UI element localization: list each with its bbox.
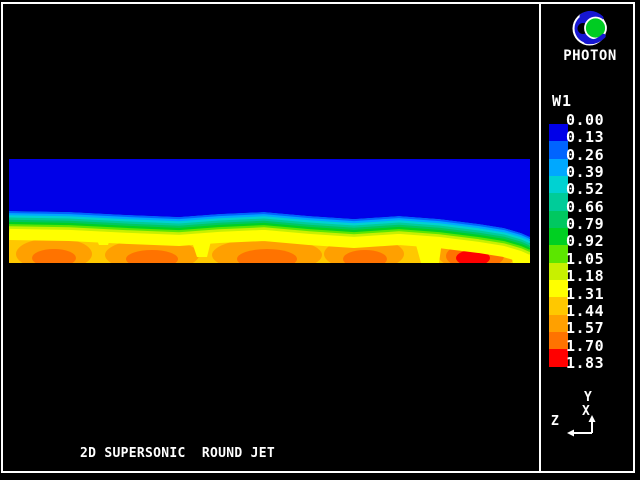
legend-swatch: [549, 280, 568, 298]
legend-value: 1.05: [566, 249, 605, 268]
photon-logo-icon: [572, 10, 610, 46]
legend-value: 1.57: [566, 319, 605, 338]
legend-swatch: [549, 314, 568, 333]
legend-swatch: [549, 141, 568, 159]
legend-swatch: [549, 124, 568, 142]
legend-value: 0.92: [566, 232, 605, 251]
legend-value: 0.52: [566, 180, 605, 199]
contour-plot: [9, 159, 530, 263]
color-legend: [549, 124, 568, 367]
legend-value: 0.00: [566, 111, 605, 129]
legend-swatch: [549, 262, 568, 281]
legend-swatch: [549, 349, 568, 367]
axis-arrows-icon: [567, 415, 596, 437]
app-title: PHOTON: [563, 48, 617, 64]
plot-title: 2D SUPERSONIC ROUND JET: [80, 446, 276, 461]
sidebar-divider: [539, 2, 541, 473]
legend-swatch: [549, 228, 568, 246]
legend-values: 0.00 0.13 0.26 0.39 0.52 0.66 0.79 0.92 1.05 1.18…: [566, 0, 616, 480]
axis-label-z: Z: [551, 414, 559, 429]
axis-label-y: Y: [584, 390, 592, 405]
legend-value: 1.44: [566, 301, 605, 320]
legend-value: 1.70: [566, 336, 605, 355]
legend-swatch: [549, 245, 568, 263]
legend-swatch: [549, 332, 568, 350]
legend-value: 1.83: [566, 353, 605, 372]
legend-value: 1.31: [566, 284, 605, 303]
legend-value: 0.79: [566, 215, 605, 234]
legend-swatch: [549, 193, 568, 211]
legend-swatch: [549, 297, 568, 315]
legend-value: 0.66: [566, 197, 605, 216]
legend-variable-label: W1: [552, 92, 573, 110]
axis-label-x: X: [582, 404, 590, 419]
legend-value: 1.18: [566, 267, 605, 286]
legend-value: 0.39: [566, 163, 605, 182]
legend-value: 0.13: [566, 128, 605, 147]
legend-swatch: [549, 210, 568, 229]
window-frame: [1, 2, 635, 473]
legend-swatch: [549, 158, 568, 177]
legend-swatch: [549, 176, 568, 194]
legend-value: 0.26: [566, 145, 605, 164]
